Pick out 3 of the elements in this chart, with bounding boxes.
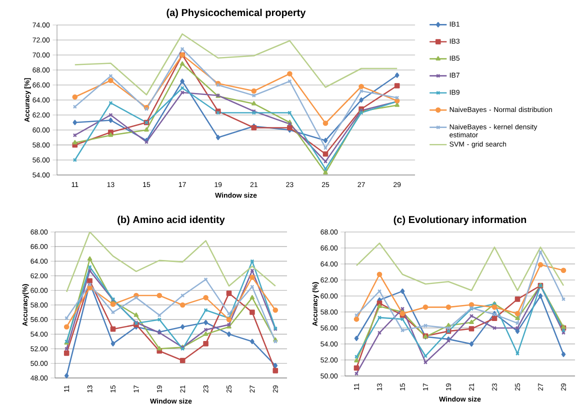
chart-title: (c) Evolutionary information [394,216,526,226]
chart-title: (b) Amino acid identity [118,216,225,226]
chart-title: (a) Physicochemical property [166,8,306,18]
